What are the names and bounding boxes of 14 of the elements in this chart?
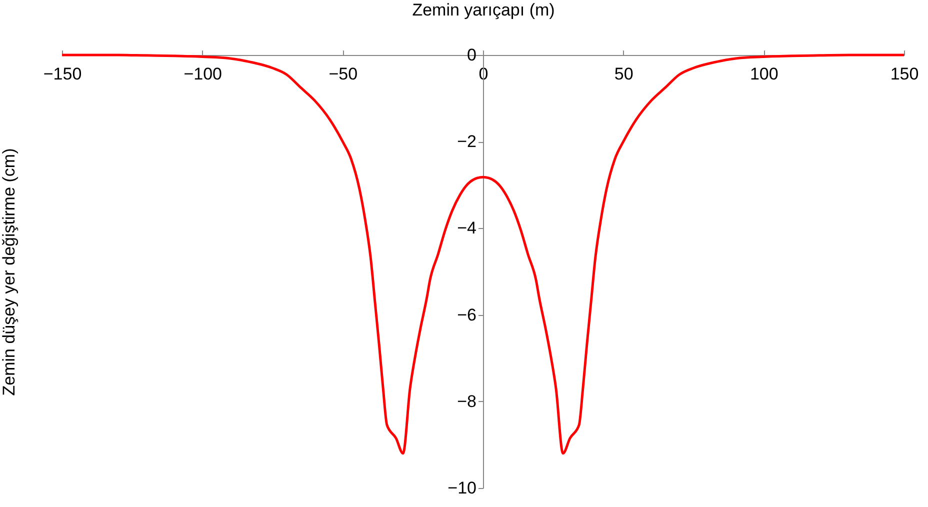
y-tick-label: −6 (457, 305, 476, 324)
y-tick-label: 0 (467, 46, 476, 64)
x-axis-title: Zemin yarıçapı (m) (412, 0, 555, 20)
x-tick-label: −50 (328, 64, 358, 84)
y-tick-label: −2 (457, 132, 476, 152)
y-tick-label: −8 (457, 392, 476, 411)
x-tick-label: 50 (614, 64, 634, 84)
x-tick-label: 100 (750, 64, 778, 84)
y-axis-title: Zemin düşey yer değiştirme (cm) (0, 148, 18, 396)
x-tick-label: −100 (184, 64, 222, 84)
x-tick-label: 150 (890, 64, 919, 84)
y-tick-label: −10 (448, 478, 476, 498)
y-tick-label: −4 (457, 218, 476, 238)
x-tick-label: −150 (43, 64, 82, 84)
